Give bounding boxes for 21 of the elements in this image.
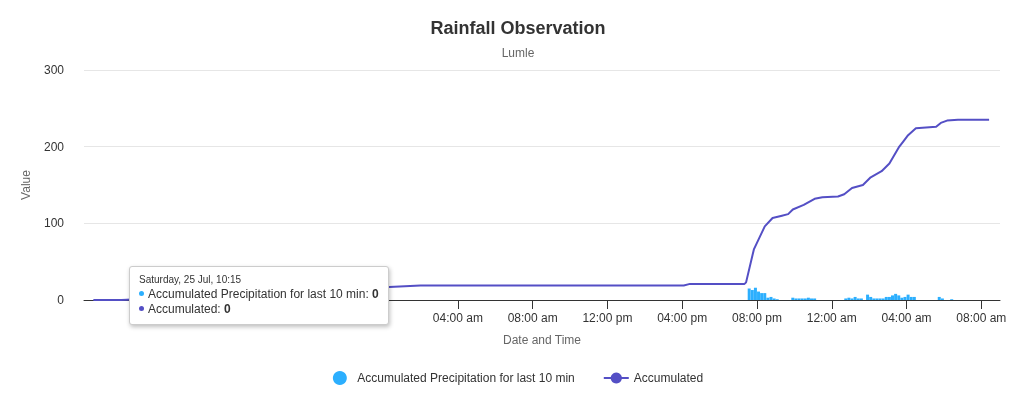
x-tick-label: 08:00 pm [731, 311, 782, 325]
y-tick-label: 300 [43, 63, 65, 77]
x-tick-label: 04:00 pm [657, 311, 708, 325]
legend-label: Accumulated [633, 371, 704, 385]
chart-title: Rainfall Observation [430, 18, 606, 38]
x-tick-label: 12:00 am [806, 311, 857, 325]
text: Accumulated: 0 [148, 302, 231, 316]
x-tick-label: 04:00 am [881, 311, 932, 325]
x-tick-label: 04:00 am [432, 311, 483, 325]
annotation: Saturday, 25 Jul, 10:15 [139, 274, 243, 285]
legend-label: Accumulated Precipitation for last 10 min [357, 371, 575, 385]
annotation: Accumulated Precipitation for last 10 min: 0 [148, 287, 379, 301]
y-tick-label: 200 [43, 139, 65, 154]
x-axis-title: Date and Time [502, 333, 582, 347]
y-axis-title: Value [19, 169, 33, 200]
y-tick-label: 100 [43, 216, 65, 231]
chart-subtitle: Lumle [501, 46, 535, 60]
x-tick-label: 08:00 am [956, 311, 1007, 325]
x-tick-label: 12:00 pm [582, 311, 633, 325]
x-tick-label: 08:00 am [507, 311, 558, 325]
y-tick-label: 0 [57, 293, 65, 307]
